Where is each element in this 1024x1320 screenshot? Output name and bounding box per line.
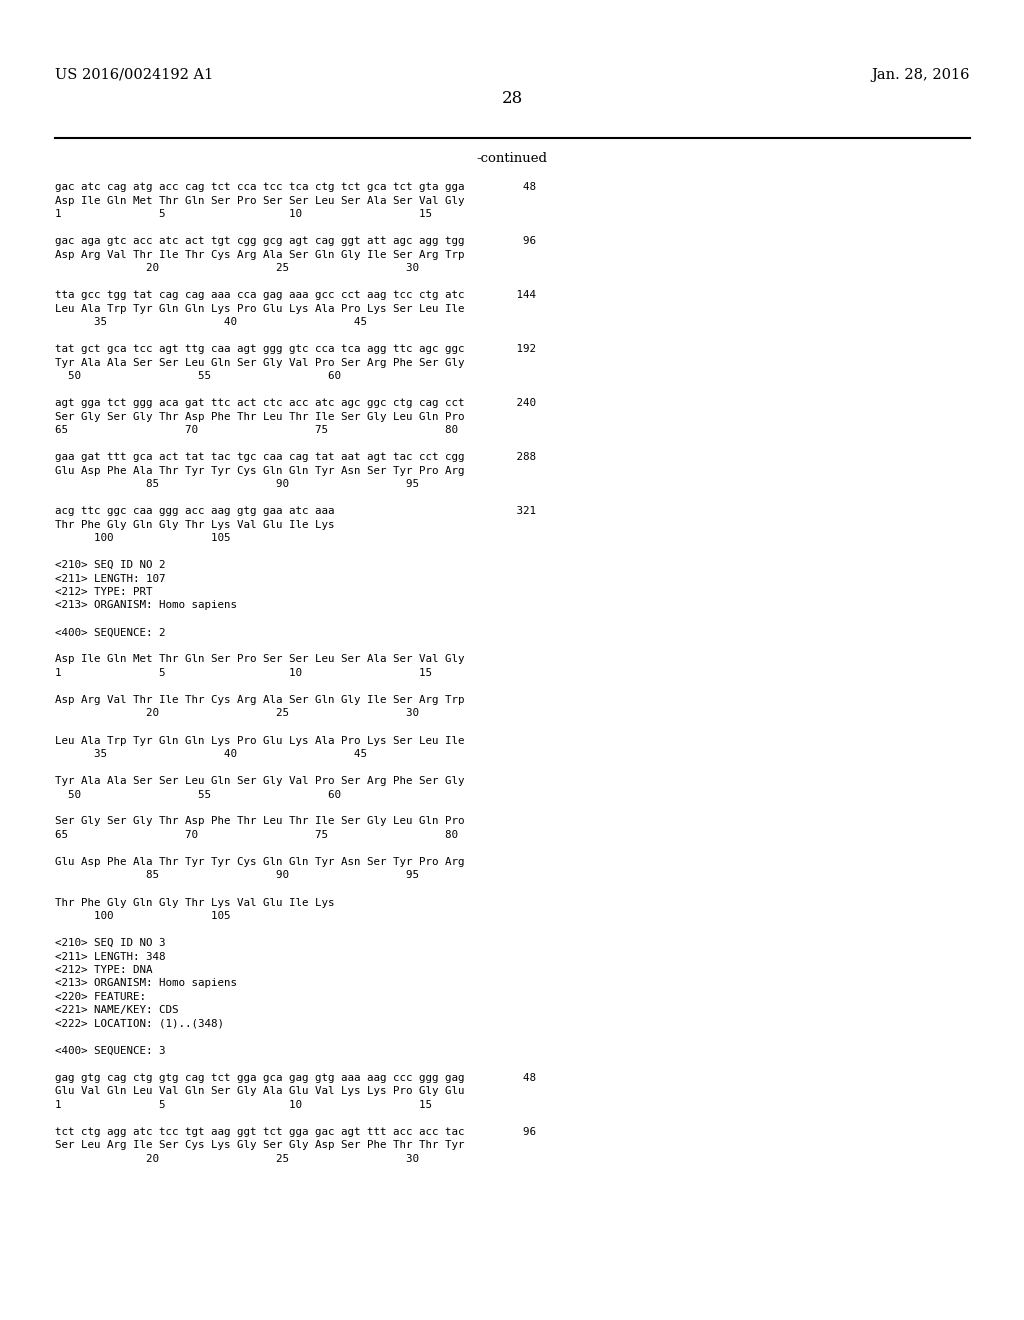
Text: gag gtg cag ctg gtg cag tct gga gca gag gtg aaa aag ccc ggg gag         48: gag gtg cag ctg gtg cag tct gga gca gag … — [55, 1073, 536, 1082]
Text: gac aga gtc acc atc act tgt cgg gcg agt cag ggt att agc agg tgg         96: gac aga gtc acc atc act tgt cgg gcg agt … — [55, 236, 536, 246]
Text: 1               5                   10                  15: 1 5 10 15 — [55, 209, 432, 219]
Text: 35                  40                  45: 35 40 45 — [55, 748, 367, 759]
Text: 1               5                   10                  15: 1 5 10 15 — [55, 1100, 432, 1110]
Text: <400> SEQUENCE: 3: <400> SEQUENCE: 3 — [55, 1045, 166, 1056]
Text: 65                  70                  75                  80: 65 70 75 80 — [55, 830, 458, 840]
Text: Asp Arg Val Thr Ile Thr Cys Arg Ala Ser Gln Gly Ile Ser Arg Trp: Asp Arg Val Thr Ile Thr Cys Arg Ala Ser … — [55, 696, 465, 705]
Text: 1               5                   10                  15: 1 5 10 15 — [55, 668, 432, 678]
Text: Tyr Ala Ala Ser Ser Leu Gln Ser Gly Val Pro Ser Arg Phe Ser Gly: Tyr Ala Ala Ser Ser Leu Gln Ser Gly Val … — [55, 358, 465, 367]
Text: tat gct gca tcc agt ttg caa agt ggg gtc cca tca agg ttc agc ggc        192: tat gct gca tcc agt ttg caa agt ggg gtc … — [55, 345, 536, 354]
Text: 35                  40                  45: 35 40 45 — [55, 317, 367, 327]
Text: <222> LOCATION: (1)..(348): <222> LOCATION: (1)..(348) — [55, 1019, 224, 1030]
Text: 100               105: 100 105 — [55, 533, 230, 543]
Text: 50                  55                  60: 50 55 60 — [55, 789, 341, 800]
Text: -continued: -continued — [476, 152, 548, 165]
Text: tta gcc tgg tat cag cag aaa cca gag aaa gcc cct aag tcc ctg atc        144: tta gcc tgg tat cag cag aaa cca gag aaa … — [55, 290, 536, 300]
Text: Ser Gly Ser Gly Thr Asp Phe Thr Leu Thr Ile Ser Gly Leu Gln Pro: Ser Gly Ser Gly Thr Asp Phe Thr Leu Thr … — [55, 817, 465, 826]
Text: Ser Leu Arg Ile Ser Cys Lys Gly Ser Gly Asp Ser Phe Thr Thr Tyr: Ser Leu Arg Ile Ser Cys Lys Gly Ser Gly … — [55, 1140, 465, 1151]
Text: agt gga tct ggg aca gat ttc act ctc acc atc agc ggc ctg cag cct        240: agt gga tct ggg aca gat ttc act ctc acc … — [55, 399, 536, 408]
Text: <220> FEATURE:: <220> FEATURE: — [55, 993, 146, 1002]
Text: Glu Asp Phe Ala Thr Tyr Tyr Cys Gln Gln Tyr Asn Ser Tyr Pro Arg: Glu Asp Phe Ala Thr Tyr Tyr Cys Gln Gln … — [55, 857, 465, 867]
Text: Thr Phe Gly Gln Gly Thr Lys Val Glu Ile Lys: Thr Phe Gly Gln Gly Thr Lys Val Glu Ile … — [55, 520, 335, 529]
Text: 20                  25                  30: 20 25 30 — [55, 1154, 419, 1164]
Text: 50                  55                  60: 50 55 60 — [55, 371, 341, 381]
Text: 20                  25                  30: 20 25 30 — [55, 709, 419, 718]
Text: Glu Asp Phe Ala Thr Tyr Tyr Cys Gln Gln Tyr Asn Ser Tyr Pro Arg: Glu Asp Phe Ala Thr Tyr Tyr Cys Gln Gln … — [55, 466, 465, 475]
Text: Leu Ala Trp Tyr Gln Gln Lys Pro Glu Lys Ala Pro Lys Ser Leu Ile: Leu Ala Trp Tyr Gln Gln Lys Pro Glu Lys … — [55, 735, 465, 746]
Text: <212> TYPE: PRT: <212> TYPE: PRT — [55, 587, 153, 597]
Text: tct ctg agg atc tcc tgt aag ggt tct gga gac agt ttt acc acc tac         96: tct ctg agg atc tcc tgt aag ggt tct gga … — [55, 1127, 536, 1137]
Text: <210> SEQ ID NO 3: <210> SEQ ID NO 3 — [55, 939, 166, 948]
Text: gaa gat ttt gca act tat tac tgc caa cag tat aat agt tac cct cgg        288: gaa gat ttt gca act tat tac tgc caa cag … — [55, 451, 536, 462]
Text: Ser Gly Ser Gly Thr Asp Phe Thr Leu Thr Ile Ser Gly Leu Gln Pro: Ser Gly Ser Gly Thr Asp Phe Thr Leu Thr … — [55, 412, 465, 421]
Text: Glu Val Gln Leu Val Gln Ser Gly Ala Glu Val Lys Lys Pro Gly Glu: Glu Val Gln Leu Val Gln Ser Gly Ala Glu … — [55, 1086, 465, 1097]
Text: <400> SEQUENCE: 2: <400> SEQUENCE: 2 — [55, 627, 166, 638]
Text: <211> LENGTH: 348: <211> LENGTH: 348 — [55, 952, 166, 961]
Text: Jan. 28, 2016: Jan. 28, 2016 — [871, 69, 970, 82]
Text: Tyr Ala Ala Ser Ser Leu Gln Ser Gly Val Pro Ser Arg Phe Ser Gly: Tyr Ala Ala Ser Ser Leu Gln Ser Gly Val … — [55, 776, 465, 785]
Text: <213> ORGANISM: Homo sapiens: <213> ORGANISM: Homo sapiens — [55, 978, 237, 989]
Text: gac atc cag atg acc cag tct cca tcc tca ctg tct gca tct gta gga         48: gac atc cag atg acc cag tct cca tcc tca … — [55, 182, 536, 191]
Text: 85                  90                  95: 85 90 95 — [55, 870, 419, 880]
Text: Thr Phe Gly Gln Gly Thr Lys Val Glu Ile Lys: Thr Phe Gly Gln Gly Thr Lys Val Glu Ile … — [55, 898, 335, 908]
Text: <211> LENGTH: 107: <211> LENGTH: 107 — [55, 573, 166, 583]
Text: acg ttc ggc caa ggg acc aag gtg gaa atc aaa                            321: acg ttc ggc caa ggg acc aag gtg gaa atc … — [55, 506, 536, 516]
Text: US 2016/0024192 A1: US 2016/0024192 A1 — [55, 69, 213, 82]
Text: Leu Ala Trp Tyr Gln Gln Lys Pro Glu Lys Ala Pro Lys Ser Leu Ile: Leu Ala Trp Tyr Gln Gln Lys Pro Glu Lys … — [55, 304, 465, 314]
Text: 20                  25                  30: 20 25 30 — [55, 263, 419, 273]
Text: Asp Ile Gln Met Thr Gln Ser Pro Ser Ser Leu Ser Ala Ser Val Gly: Asp Ile Gln Met Thr Gln Ser Pro Ser Ser … — [55, 195, 465, 206]
Text: <210> SEQ ID NO 2: <210> SEQ ID NO 2 — [55, 560, 166, 570]
Text: Asp Arg Val Thr Ile Thr Cys Arg Ala Ser Gln Gly Ile Ser Arg Trp: Asp Arg Val Thr Ile Thr Cys Arg Ala Ser … — [55, 249, 465, 260]
Text: 65                  70                  75                  80: 65 70 75 80 — [55, 425, 458, 436]
Text: <212> TYPE: DNA: <212> TYPE: DNA — [55, 965, 153, 975]
Text: Asp Ile Gln Met Thr Gln Ser Pro Ser Ser Leu Ser Ala Ser Val Gly: Asp Ile Gln Met Thr Gln Ser Pro Ser Ser … — [55, 655, 465, 664]
Text: <213> ORGANISM: Homo sapiens: <213> ORGANISM: Homo sapiens — [55, 601, 237, 610]
Text: <221> NAME/KEY: CDS: <221> NAME/KEY: CDS — [55, 1006, 178, 1015]
Text: 85                  90                  95: 85 90 95 — [55, 479, 419, 488]
Text: 28: 28 — [502, 90, 522, 107]
Text: 100               105: 100 105 — [55, 911, 230, 921]
